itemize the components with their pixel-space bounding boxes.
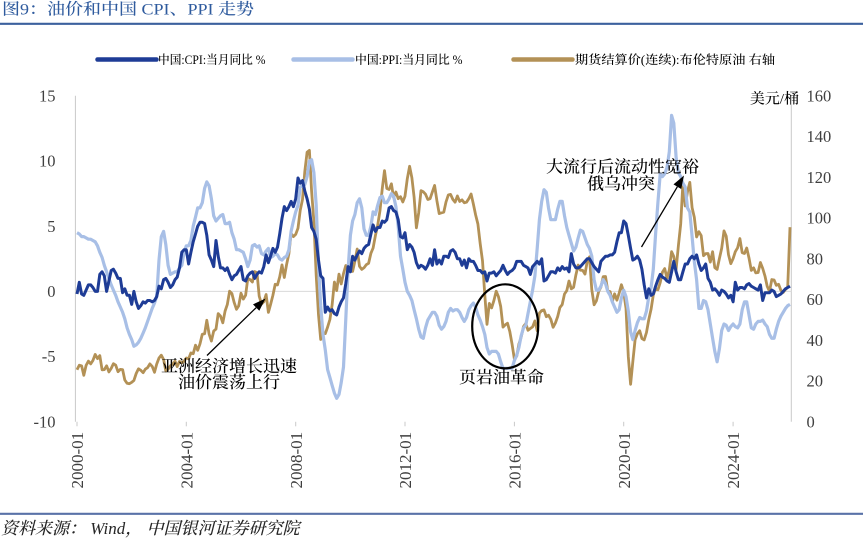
svg-text:140: 140 [807,127,832,146]
svg-text:60: 60 [807,290,824,309]
svg-text:100: 100 [807,209,832,228]
svg-text:120: 120 [807,168,832,187]
svg-text:2024-01: 2024-01 [724,432,743,489]
svg-text:大流行后流动性宽裕: 大流行后流动性宽裕 [546,158,699,177]
svg-text:5: 5 [47,217,55,236]
svg-text:-10: -10 [34,412,56,431]
svg-text:-5: -5 [42,347,56,366]
svg-text:2016-01: 2016-01 [506,432,525,489]
svg-text:中国:CPI:当月同比 %: 中国:CPI:当月同比 % [158,53,266,67]
svg-text:10: 10 [39,152,56,171]
svg-text:2000-01: 2000-01 [68,432,87,489]
svg-text:图9：油价和中国 CPI、PPI 走势: 图9：油价和中国 CPI、PPI 走势 [2,0,254,19]
svg-text:俄乌冲突: 俄乌冲突 [587,175,655,194]
svg-text:0: 0 [47,282,55,301]
svg-text:页岩油革命: 页岩油革命 [459,368,544,387]
svg-text:2020-01: 2020-01 [615,432,634,489]
svg-text:40: 40 [807,331,824,350]
svg-text:2004-01: 2004-01 [177,432,196,489]
svg-text:资料来源： Wind， 中国银河证券研究院: 资料来源： Wind， 中国银河证券研究院 [1,519,302,538]
svg-text:期货结算价(连续):布伦特原油 右轴: 期货结算价(连续):布伦特原油 右轴 [575,53,775,67]
svg-text:亚洲经济增长迅速: 亚洲经济增长迅速 [161,357,297,376]
svg-text:美元/桶: 美元/桶 [750,91,799,108]
svg-text:160: 160 [807,86,832,105]
svg-text:油价震荡上行: 油价震荡上行 [178,373,280,392]
svg-text:2012-01: 2012-01 [396,432,415,489]
svg-text:中国:PPI:当月同比 %: 中国:PPI:当月同比 % [355,53,463,67]
svg-text:20: 20 [807,372,824,391]
svg-text:2008-01: 2008-01 [287,432,306,489]
svg-text:15: 15 [39,86,56,105]
svg-text:80: 80 [807,249,824,268]
svg-text:0: 0 [807,412,815,431]
